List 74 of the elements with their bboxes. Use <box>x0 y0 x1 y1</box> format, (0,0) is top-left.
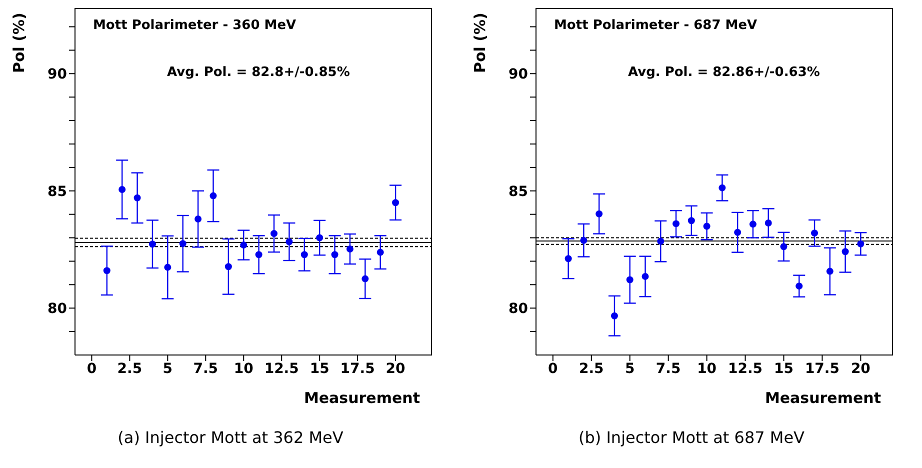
point <box>857 240 864 248</box>
point <box>224 263 232 270</box>
x-tick-label: 17.5 <box>804 360 840 377</box>
point <box>688 217 695 224</box>
point <box>672 220 680 228</box>
point <box>826 268 834 275</box>
point <box>179 240 186 248</box>
point <box>842 248 849 256</box>
x-axis-title: Measurement <box>764 389 881 407</box>
x-tick-label: 2.5 <box>117 360 142 377</box>
text: (a) Injector Mott at 362 MeV <box>116 428 344 447</box>
annotation: Avg. Pol. = 82.8+/-0.85% <box>167 65 350 80</box>
point <box>346 246 354 253</box>
point <box>164 264 172 271</box>
point <box>210 192 217 200</box>
point <box>270 230 278 238</box>
point <box>596 210 603 218</box>
y-axis-title: Pol (%) <box>10 12 28 76</box>
point <box>811 230 818 237</box>
text: Mott Polarimeter - 360 MeV <box>93 18 296 33</box>
point <box>642 272 649 280</box>
x-tick-label: 15 <box>774 360 794 377</box>
x-axis-title: Measurement <box>304 389 420 407</box>
point <box>718 184 726 192</box>
y-tick-label: 80 <box>508 301 528 318</box>
x-tick-label: 20 <box>850 360 871 377</box>
x-tick-label: 7.5 <box>193 360 218 377</box>
x-tick-label: 10 <box>234 360 254 377</box>
x-tick-label: 20 <box>386 360 406 377</box>
point <box>749 220 756 228</box>
point <box>564 255 572 262</box>
point <box>626 276 634 284</box>
x-tick-label: 0 <box>86 360 97 377</box>
point <box>148 240 156 248</box>
y-axis-title: Pol (%) <box>471 12 489 76</box>
x-tick-label: 17.5 <box>340 360 375 377</box>
point <box>780 243 788 250</box>
point <box>734 228 742 236</box>
point <box>796 282 803 290</box>
x-tick-label: 12.5 <box>264 360 299 377</box>
point <box>134 194 141 202</box>
text: Mott Polarimeter - 687 MeV <box>554 18 758 33</box>
point <box>240 242 248 249</box>
point <box>118 186 126 193</box>
point <box>362 275 369 282</box>
point <box>392 199 400 206</box>
point <box>331 251 338 258</box>
x-tick-label: 2.5 <box>578 360 604 377</box>
x-tick-label: 15 <box>310 360 330 377</box>
point <box>194 216 202 223</box>
y-tick-label: 85 <box>508 184 528 200</box>
y-tick-label: 90 <box>48 66 68 83</box>
point <box>300 251 308 258</box>
x-tick-label: 12.5 <box>728 360 763 377</box>
point <box>316 234 324 242</box>
point <box>764 220 772 226</box>
point <box>286 238 293 246</box>
x-tick-label: 0 <box>548 360 558 377</box>
point <box>376 248 384 256</box>
point <box>103 267 110 274</box>
y-tick-label: 90 <box>508 66 528 83</box>
text: (b) Injector Mott at 687 MeV <box>577 428 806 447</box>
y-tick-label: 85 <box>48 184 67 200</box>
x-tick-label: 5 <box>162 360 173 377</box>
y-tick-label: 80 <box>48 301 68 318</box>
x-tick-label: 5 <box>624 360 635 377</box>
point <box>610 312 618 320</box>
point <box>580 236 588 244</box>
point <box>703 222 710 230</box>
x-tick-label: 7.5 <box>656 360 681 377</box>
point <box>255 251 262 258</box>
annotation: Avg. Pol. = 82.86+/-0.63% <box>628 65 820 80</box>
x-tick-label: 10 <box>697 360 717 377</box>
point <box>657 238 664 245</box>
